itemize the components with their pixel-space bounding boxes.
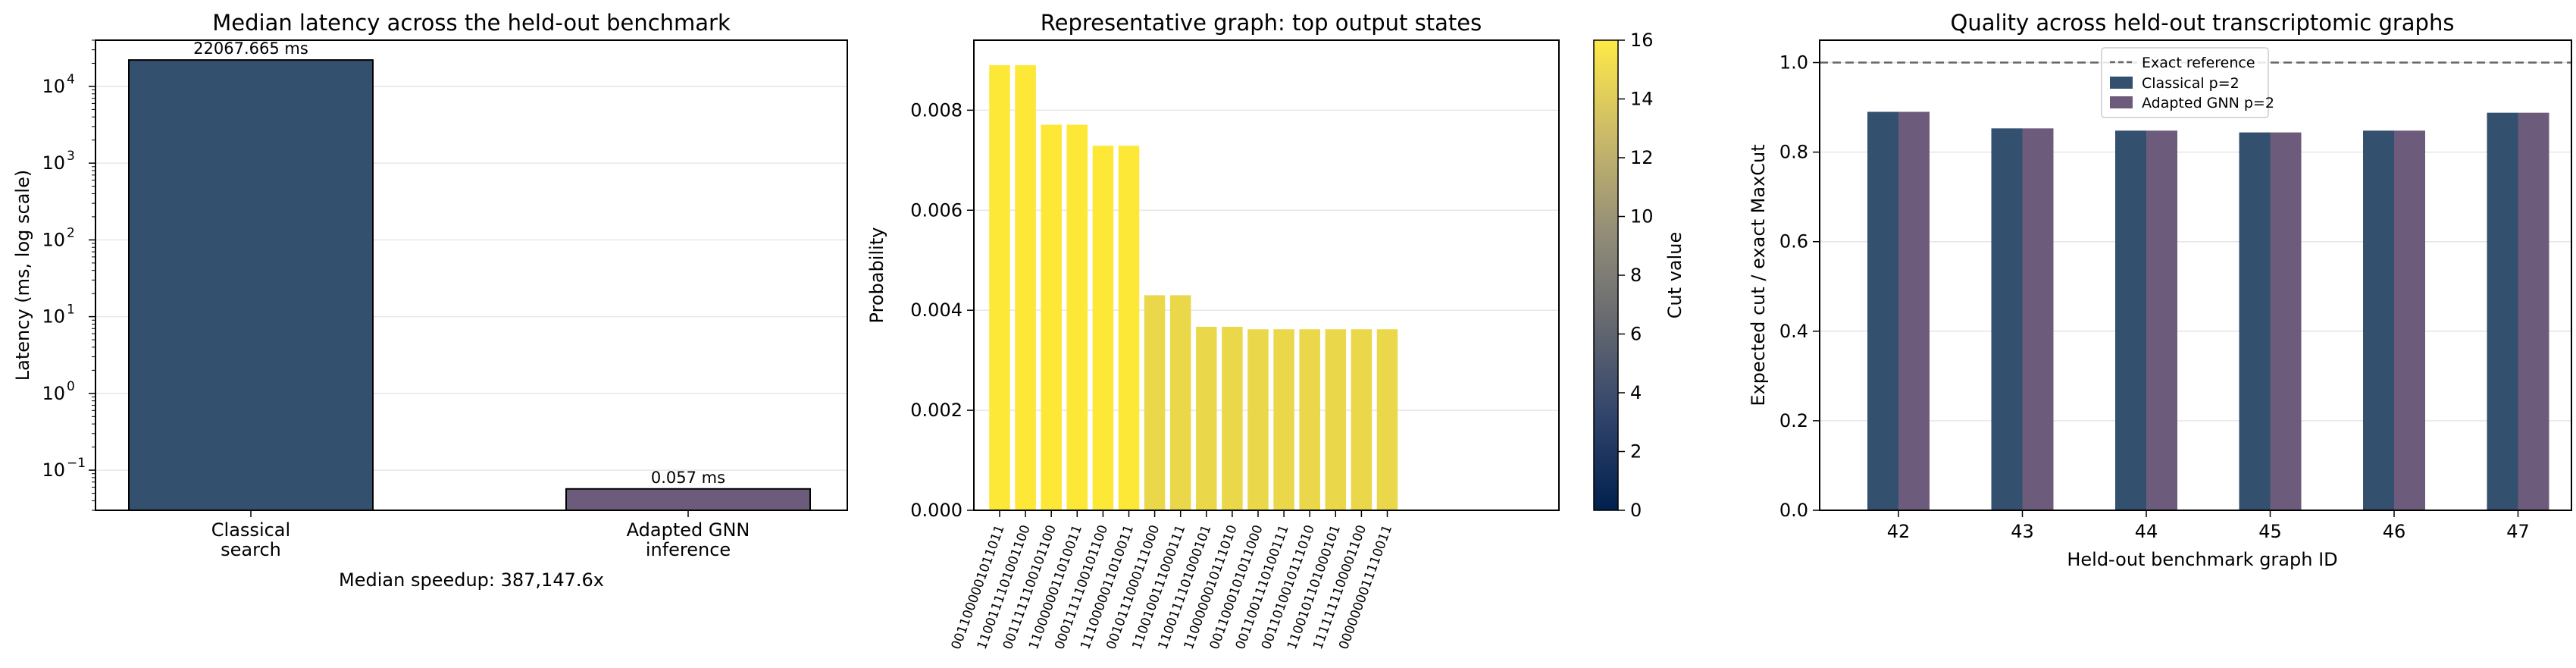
y-tick-exponent: 0 [67,379,75,394]
plot-frame [95,39,848,511]
y-tick-label: 0.6 [1779,231,1808,252]
state-bar [1325,329,1347,510]
chart-title: Representative graph: top output states [1041,10,1482,36]
adapted-gnn-bar [2022,128,2054,511]
colorbar-tick-label: 16 [1630,30,1654,51]
y-axis-label: Latency (ms, log scale) [12,170,33,381]
classical-bar [2487,112,2518,510]
x-tick-label: 43 [2011,521,2034,542]
chart-title: Median latency across the held-out bench… [212,10,731,36]
y-tick-exponent: 3 [67,149,75,164]
state-bar [989,64,1010,511]
quality-chart: Quality across held-out transcriptomic g… [1748,10,2572,570]
y-tick-exponent: 4 [67,72,75,87]
state-bar [1066,124,1088,510]
legend-entry-classical: Classical p=2 [2142,75,2240,92]
y-tick-label: 10 [42,383,65,404]
colorbar-tick-label: 2 [1630,441,1642,463]
state-bar [1015,64,1036,511]
colorbar-tick-label: 14 [1630,89,1654,110]
legend-entry-adapted-gnn: Adapted GNN p=2 [2142,95,2274,111]
legend-swatch-classical [2110,77,2133,89]
colorbar-label: Cut value [1664,232,1686,319]
y-tick-label: 0.008 [910,99,962,121]
classical-bar [1991,128,2023,511]
state-bar [1118,146,1140,510]
colorbar-tick-label: 6 [1630,324,1642,345]
state-bar [1169,295,1191,510]
adapted-gnn-bar [1898,111,1930,510]
x-tick-label: search [221,539,281,560]
legend-entry-reference: Exact reference [2142,55,2255,71]
data-label: 0.057 ms [651,469,725,487]
state-bar [1196,326,1217,510]
colorbar: 0 2 4 6 8 10 12 14 16 [1593,30,1654,521]
y-tick-label: 10 [42,306,65,328]
adapted-gnn-bar [2146,130,2177,510]
y-tick-label: 0.4 [1779,321,1808,342]
colorbar-tick-label: 0 [1630,500,1642,521]
state-bar [1222,326,1243,510]
x-axis-label: Held-out benchmark graph ID [2067,549,2337,570]
state-bar [1144,295,1166,510]
y-tick-exponent: 1 [67,303,75,318]
state-bar [1299,329,1320,510]
y-tick-label: 0.2 [1779,410,1808,431]
state-bar [1041,124,1062,510]
state-bar [1376,329,1398,510]
y-axis-label: Expected cut / exact MaxCut [1748,144,1769,406]
y-tick-label: 10 [42,76,65,97]
y-tick-label: 10 [42,229,65,250]
latency-bar [565,488,811,511]
speedup-annotation: Median speedup: 387,147.6x [339,569,604,591]
y-tick-label: 0.004 [910,300,962,321]
x-tick-label: Adapted GNN [627,519,750,541]
state-bar [1351,329,1373,510]
state-bar [1273,329,1294,510]
y-tick-label: 10 [42,152,65,174]
legend-frame [2101,47,2269,118]
y-tick-exponent: 2 [67,225,75,240]
state-bar [1092,146,1114,510]
colorbar-tick-label: 8 [1630,265,1642,286]
colorbar-tick-label: 10 [1630,206,1654,227]
chart-title: Quality across held-out transcriptomic g… [1951,10,2455,36]
y-tick-exponent: −1 [67,456,86,471]
y-tick-label: 0.000 [910,500,962,521]
y-axis-label: Probability [866,227,887,324]
plot-frame [973,39,1560,511]
x-tick-label: 45 [2258,521,2282,542]
data-label: 22067.665 ms [193,39,308,58]
state-bar [1247,329,1269,510]
adapted-gnn-bar [2270,132,2302,510]
legend: Exact reference Classical p=2 Adapted GN… [2101,47,2274,118]
y-tick-label: 0.0 [1779,500,1808,521]
classical-bar [2363,130,2394,510]
latency-bar [128,59,374,511]
classical-bar [1867,111,1898,510]
colorbar-tick-label: 4 [1630,382,1642,403]
x-tick-label: 42 [1887,521,1911,542]
latency-chart: Median latency across the held-out bench… [12,10,848,591]
y-tick-label: 0.8 [1779,142,1808,163]
x-tick-label: 44 [2135,521,2158,542]
x-tick-label: inference [646,539,731,560]
y-tick-label: 10 [42,459,65,481]
classical-bar [2115,130,2146,510]
colorbar-gradient [1593,39,1619,511]
x-tick-label: 46 [2383,521,2406,542]
adapted-gnn-bar [2518,112,2549,510]
y-tick-label: 0.006 [910,199,962,221]
legend-swatch-adapted-gnn [2110,96,2133,108]
y-tick-label: 1.0 [1779,52,1808,74]
plot-frame [1819,39,2572,511]
y-tick-label: 0.002 [910,400,962,421]
classical-bar [2239,132,2271,510]
adapted-gnn-bar [2394,130,2425,510]
x-tick-label: Classical [211,519,290,541]
colorbar-tick-label: 12 [1630,147,1654,168]
x-tick-label: 47 [2506,521,2530,542]
